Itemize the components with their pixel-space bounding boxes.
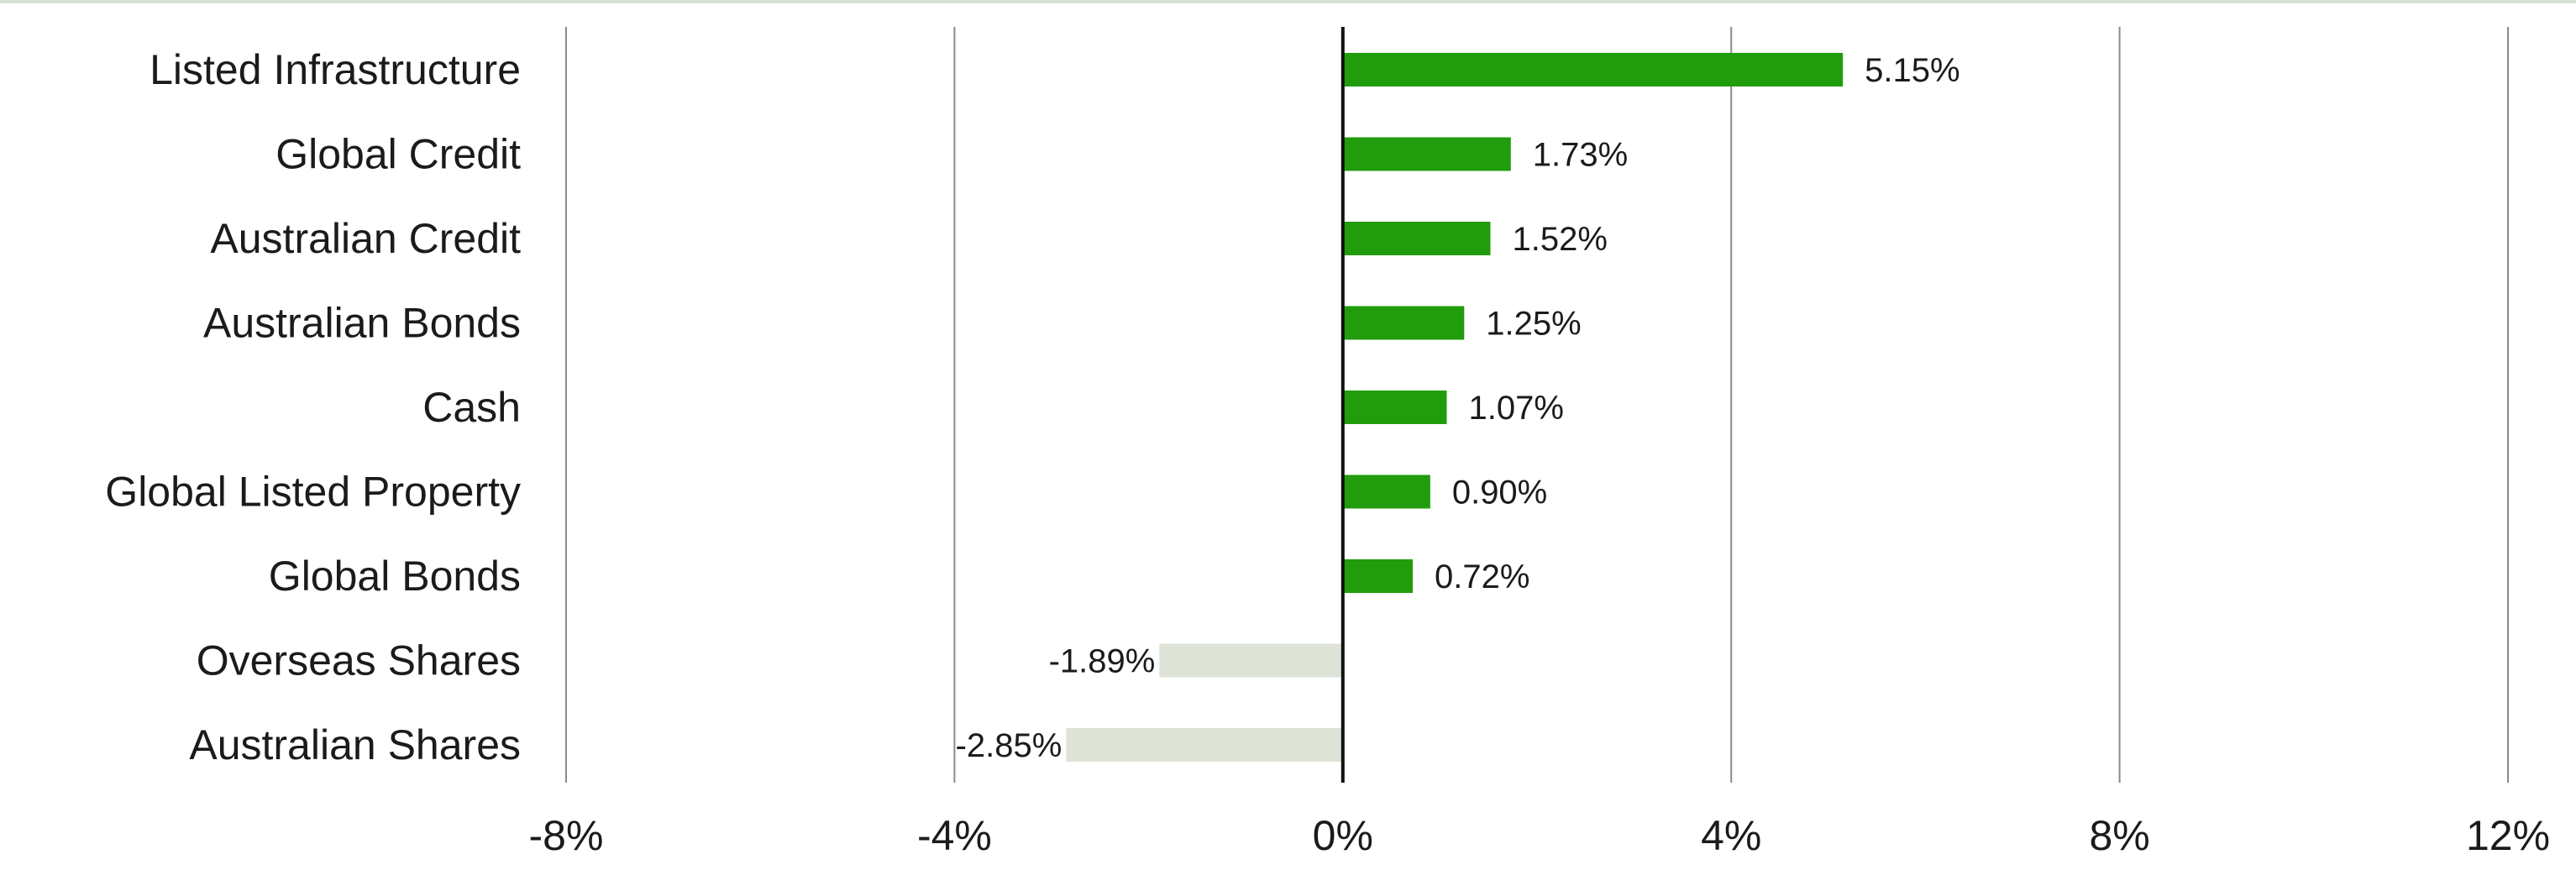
category-label: Overseas Shares	[197, 637, 521, 684]
data-label: -2.85%	[956, 727, 1062, 764]
category-label: Cash	[422, 384, 521, 431]
bar	[1342, 222, 1491, 255]
data-label: 0.90%	[1452, 474, 1547, 511]
bars	[1066, 53, 1844, 762]
category-label: Global Credit	[275, 131, 521, 178]
data-label: 5.15%	[1865, 52, 1960, 89]
bar	[1342, 137, 1511, 171]
data-label: 1.52%	[1513, 221, 1608, 258]
bar	[1159, 643, 1343, 678]
category-labels: Listed Infrastructure Global Credit Austra…	[105, 46, 521, 768]
bar	[1342, 391, 1447, 424]
bar	[1342, 306, 1465, 340]
data-label: 1.73%	[1533, 137, 1628, 174]
x-tick-label: 0%	[1313, 812, 1373, 859]
value-labels: 5.15% 1.73% 1.52% 1.25% 1.07% 0.90% 0.72% -1.89…	[956, 52, 1960, 764]
category-label: Australian Credit	[210, 215, 521, 262]
x-tick-label: 12%	[2466, 812, 2550, 859]
category-label: Global Bonds	[269, 553, 521, 600]
category-label: Listed Infrastructure	[150, 46, 521, 93]
x-tick-label: -8%	[529, 812, 604, 859]
data-label: 0.72%	[1435, 558, 1529, 595]
category-label: Australian Bonds	[203, 300, 521, 347]
data-label: 1.25%	[1486, 306, 1581, 343]
data-label: -1.89%	[1049, 643, 1156, 680]
top-rule	[0, 0, 2576, 3]
bar	[1066, 728, 1343, 762]
category-label: Global Listed Property	[105, 469, 521, 516]
gridlines	[565, 27, 2509, 783]
x-axis-tick-labels: -8% -4% 0% 4% 8% 12%	[529, 812, 2551, 859]
x-tick-label: 4%	[1701, 812, 1761, 859]
bar	[1342, 559, 1414, 593]
bar	[1342, 474, 1430, 509]
category-label: Australian Shares	[189, 721, 521, 768]
bar	[1342, 53, 1844, 87]
data-label: 1.07%	[1468, 390, 1563, 427]
x-tick-label: 8%	[2089, 812, 2149, 859]
x-tick-label: -4%	[917, 812, 992, 859]
